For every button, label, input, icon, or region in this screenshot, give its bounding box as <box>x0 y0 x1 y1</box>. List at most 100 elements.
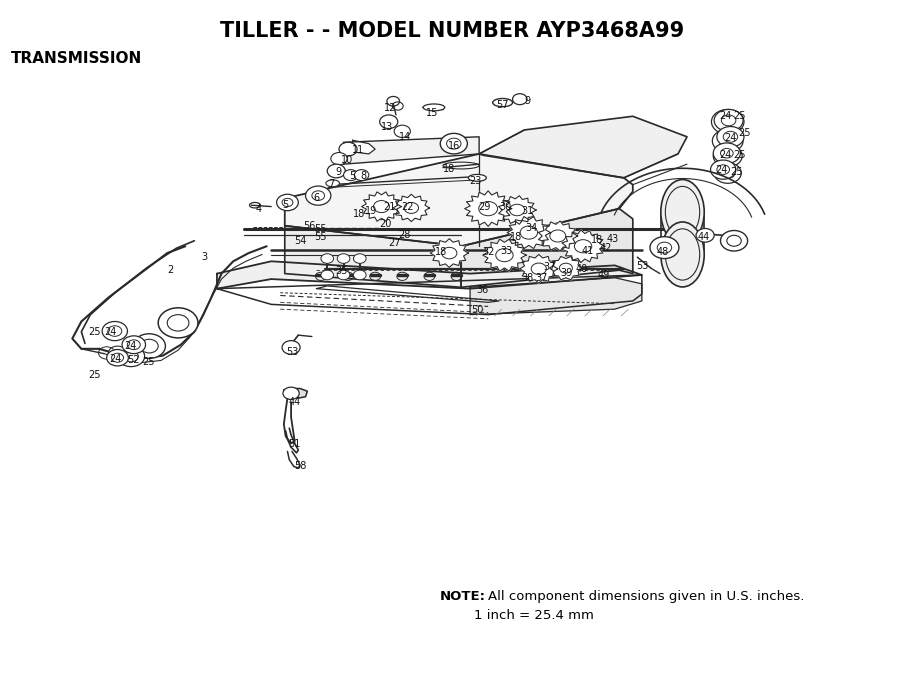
Text: 21: 21 <box>383 202 396 211</box>
Text: TILLER - - MODEL NUMBER AYP3468A99: TILLER - - MODEL NUMBER AYP3468A99 <box>219 21 684 40</box>
Circle shape <box>713 163 740 183</box>
Text: 1 inch = 25.4 mm: 1 inch = 25.4 mm <box>440 609 593 622</box>
Text: 9: 9 <box>525 96 530 106</box>
Text: 44: 44 <box>696 233 709 242</box>
Text: 48: 48 <box>656 248 668 257</box>
Text: 24: 24 <box>718 150 731 159</box>
Text: NOTE:: NOTE: <box>440 590 486 603</box>
Polygon shape <box>343 137 479 164</box>
Polygon shape <box>479 116 686 178</box>
Circle shape <box>512 94 526 105</box>
Circle shape <box>107 350 128 366</box>
Text: 15: 15 <box>425 108 438 118</box>
Text: 42: 42 <box>599 244 611 253</box>
Polygon shape <box>549 256 582 280</box>
Text: 52: 52 <box>127 356 140 365</box>
Circle shape <box>102 321 127 341</box>
Text: 6: 6 <box>313 193 319 202</box>
Circle shape <box>108 346 126 360</box>
Text: 5: 5 <box>283 200 288 209</box>
Text: 25: 25 <box>88 328 101 337</box>
Circle shape <box>339 142 357 156</box>
Text: 18: 18 <box>590 235 602 245</box>
Polygon shape <box>464 191 511 226</box>
Text: 54: 54 <box>293 236 306 246</box>
Text: 25: 25 <box>730 167 742 176</box>
Polygon shape <box>361 192 401 221</box>
Text: 58: 58 <box>293 461 306 471</box>
Circle shape <box>321 270 333 280</box>
Text: 18: 18 <box>352 209 365 219</box>
Text: 25: 25 <box>732 111 745 121</box>
Text: 25: 25 <box>738 128 750 137</box>
Circle shape <box>122 336 145 354</box>
Circle shape <box>695 228 713 242</box>
Text: 20: 20 <box>378 220 391 229</box>
Text: 44: 44 <box>288 397 301 407</box>
Text: 18: 18 <box>442 164 455 174</box>
Text: 8: 8 <box>360 172 366 181</box>
Circle shape <box>716 127 743 147</box>
Text: 25: 25 <box>142 357 154 367</box>
Polygon shape <box>498 196 535 224</box>
Text: 19: 19 <box>364 206 377 215</box>
Text: 50: 50 <box>470 305 483 315</box>
Circle shape <box>386 96 399 106</box>
Text: 43: 43 <box>606 235 619 244</box>
Text: 24: 24 <box>109 354 122 364</box>
Circle shape <box>712 145 741 167</box>
Text: 37: 37 <box>535 274 547 283</box>
Polygon shape <box>482 239 526 271</box>
Ellipse shape <box>660 180 703 245</box>
Circle shape <box>276 194 298 211</box>
Circle shape <box>337 254 349 263</box>
Text: 38: 38 <box>520 274 533 283</box>
Text: 24: 24 <box>124 341 136 351</box>
Text: 3: 3 <box>201 252 207 261</box>
Text: 4: 4 <box>256 204 261 213</box>
Text: 29: 29 <box>478 202 490 211</box>
Circle shape <box>133 334 165 358</box>
Text: 33: 33 <box>499 246 512 256</box>
Text: All component dimensions given in U.S. inches.: All component dimensions given in U.S. i… <box>488 590 804 603</box>
Circle shape <box>440 133 467 154</box>
Circle shape <box>720 231 747 251</box>
Text: 23: 23 <box>469 176 481 185</box>
Text: 11: 11 <box>351 146 364 155</box>
Circle shape <box>353 254 366 263</box>
Polygon shape <box>430 239 468 267</box>
Circle shape <box>713 109 742 131</box>
Text: 18: 18 <box>509 233 522 242</box>
Ellipse shape <box>492 98 512 107</box>
Text: 35: 35 <box>335 266 348 276</box>
Text: 24: 24 <box>718 111 731 121</box>
Polygon shape <box>217 261 641 289</box>
Text: 24: 24 <box>714 166 727 175</box>
Text: 32: 32 <box>481 248 494 257</box>
Text: 7: 7 <box>328 179 333 189</box>
Text: 16: 16 <box>447 141 460 150</box>
Circle shape <box>117 346 144 367</box>
Circle shape <box>330 153 347 165</box>
Circle shape <box>712 129 742 153</box>
Text: 31: 31 <box>520 206 533 215</box>
Text: 37: 37 <box>543 263 555 272</box>
Circle shape <box>379 115 397 129</box>
Circle shape <box>354 170 368 181</box>
Ellipse shape <box>423 104 444 111</box>
Polygon shape <box>284 389 307 398</box>
Circle shape <box>649 237 678 259</box>
Circle shape <box>394 125 410 137</box>
Circle shape <box>327 164 345 178</box>
Text: 24: 24 <box>723 133 736 143</box>
Text: 27: 27 <box>387 238 400 248</box>
Text: TRANSMISSION: TRANSMISSION <box>11 51 142 66</box>
Circle shape <box>712 143 740 163</box>
Circle shape <box>710 160 735 179</box>
Text: 24: 24 <box>104 328 116 337</box>
Ellipse shape <box>326 180 340 187</box>
Circle shape <box>158 308 198 338</box>
Text: 40: 40 <box>575 265 588 274</box>
Text: 41: 41 <box>581 246 593 256</box>
Ellipse shape <box>468 174 486 181</box>
